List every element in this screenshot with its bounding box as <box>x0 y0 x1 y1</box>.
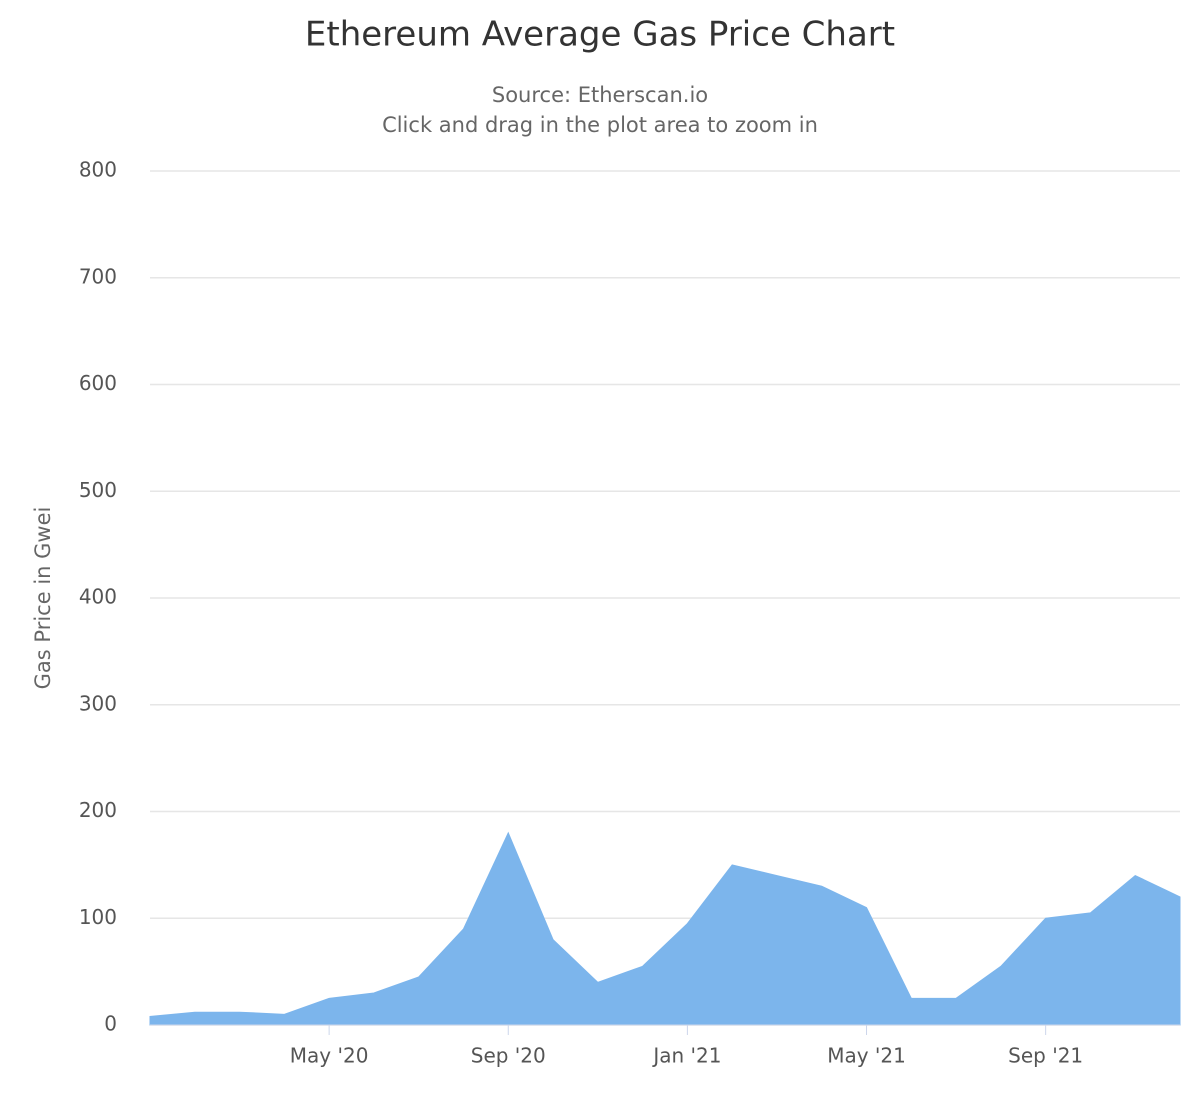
y-tick-label: 0 <box>104 1012 117 1036</box>
y-tick-label: 800 <box>79 158 117 182</box>
chart-subtitle: Click and drag in the plot area to zoom … <box>382 113 818 137</box>
y-tick-label: 400 <box>79 585 117 609</box>
x-tick-label: Sep '21 <box>1008 1044 1083 1068</box>
y-tick-label: 100 <box>79 905 117 929</box>
x-tick-label: Jan '21 <box>651 1044 721 1068</box>
y-axis-label: Gas Price in Gwei <box>31 507 55 690</box>
x-tick-label: May '21 <box>827 1044 906 1068</box>
area <box>149 831 1181 1026</box>
chart-subtitle: Source: Etherscan.io <box>492 83 708 107</box>
y-tick-label: 300 <box>79 691 117 715</box>
y-tick-label: 200 <box>79 798 117 822</box>
y-tick-label: 600 <box>79 371 117 395</box>
y-tick-label: 500 <box>79 478 117 502</box>
y-tick-label: 700 <box>79 264 117 288</box>
x-tick-label: Sep '20 <box>471 1044 546 1068</box>
x-tick-label: May '20 <box>290 1044 369 1068</box>
chart-title: Ethereum Average Gas Price Chart <box>305 15 895 55</box>
